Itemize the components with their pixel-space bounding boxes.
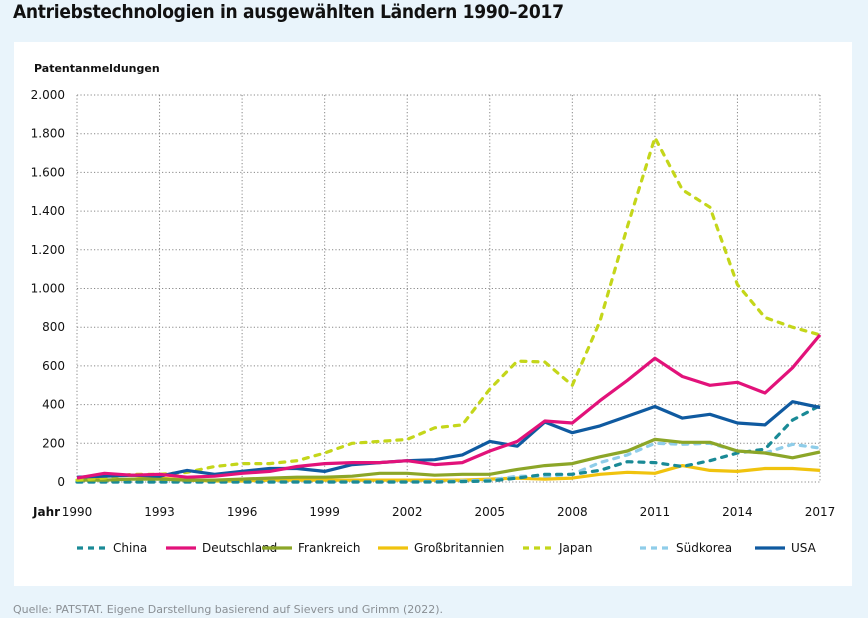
series-line-frankreich: [77, 437, 821, 482]
x-axis-label: Jahr: [32, 505, 60, 519]
x-tick-label: 1993: [144, 505, 175, 519]
y-tick-label: 400: [42, 398, 65, 412]
legend-item-frankreich: Frankreich: [262, 541, 360, 555]
y-tick-label: 0: [57, 475, 65, 489]
series-lines: [75, 136, 822, 484]
series-line-japan: [75, 136, 822, 482]
x-tick-label: 2014: [722, 505, 753, 519]
y-tick-label: 1.200: [31, 243, 65, 257]
x-tick-label: 2008: [557, 505, 588, 519]
series-line-china: [75, 404, 822, 484]
legend-item-japan: Japan: [523, 541, 592, 555]
legend-item-china: China: [77, 541, 147, 555]
legend-label: Großbritannien: [414, 541, 504, 555]
legend-label: Südkorea: [676, 541, 732, 555]
x-axis-ticks: 1990 1993 1996 1999 2002 2005 2008 2011 2014 2017: [62, 505, 836, 519]
y-tick-label: 1.800: [31, 127, 65, 141]
chart-panel: [14, 42, 852, 586]
legend-item-usa: USA: [755, 541, 817, 555]
x-tick-label: 1990: [62, 505, 93, 519]
grid: [76, 94, 821, 483]
x-tick-label: 1996: [227, 505, 258, 519]
x-tick-label: 2011: [640, 505, 671, 519]
y-tick-label: 600: [42, 359, 65, 373]
source-note: Quelle: PATSTAT. Eigene Darstellung basi…: [13, 603, 444, 616]
y-axis-ticks: 0 200 400 600 800 1.000 1.200 1.400 1.600 1.800 2.…: [31, 88, 65, 489]
x-tick-label: 2002: [392, 505, 423, 519]
legend-label: Frankreich: [298, 541, 360, 555]
y-tick-label: 2.000: [31, 88, 65, 102]
chart-title: Antriebstechnologien in ausgewählten Län…: [13, 1, 564, 23]
legend: China Deutschland Frankreich Großbritannien…: [77, 541, 817, 555]
y-tick-label: 1.000: [31, 282, 65, 296]
legend-label: Japan: [558, 541, 592, 555]
legend-label: USA: [791, 541, 817, 555]
legend-label: China: [113, 541, 147, 555]
legend-item-südkorea: Südkorea: [640, 541, 732, 555]
y-tick-label: 1.400: [31, 204, 65, 218]
x-tick-label: 2017: [805, 505, 836, 519]
x-tick-label: 2005: [475, 505, 506, 519]
y-tick-label: 200: [42, 436, 65, 450]
y-axis-label: Patentanmeldungen: [34, 62, 160, 75]
x-tick-label: 1999: [309, 505, 340, 519]
legend-item-großbritannien: Großbritannien: [378, 541, 504, 555]
y-tick-label: 1.600: [31, 165, 65, 179]
y-tick-label: 800: [42, 320, 65, 334]
legend-item-deutschland: Deutschland: [166, 541, 277, 555]
legend-label: Deutschland: [202, 541, 277, 555]
series-line-usa: [76, 400, 821, 479]
series-line-deutschland: [76, 333, 822, 480]
